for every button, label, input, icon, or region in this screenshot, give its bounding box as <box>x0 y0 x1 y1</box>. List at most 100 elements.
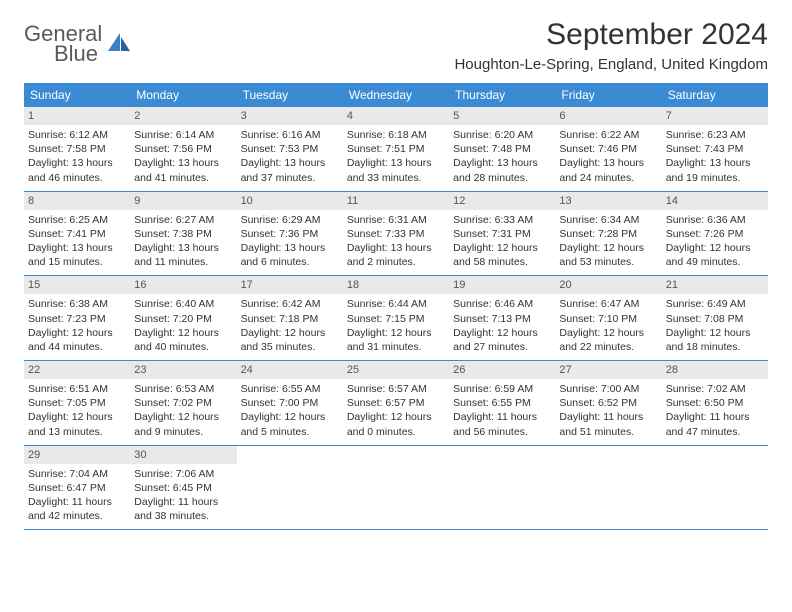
day-info-line: Daylight: 12 hours <box>347 410 445 424</box>
weekday-label: Saturday <box>662 83 768 107</box>
day-info-line: Sunrise: 6:49 AM <box>666 297 764 311</box>
day-cell: 28Sunrise: 7:02 AMSunset: 6:50 PMDayligh… <box>662 361 768 445</box>
day-info-line: Sunrise: 6:38 AM <box>28 297 126 311</box>
day-number: 5 <box>449 107 555 125</box>
day-cell: 3Sunrise: 6:16 AMSunset: 7:53 PMDaylight… <box>237 107 343 191</box>
day-number: 26 <box>449 361 555 379</box>
day-info-line: Daylight: 13 hours <box>134 241 232 255</box>
day-info-line: Daylight: 13 hours <box>28 156 126 170</box>
day-info-line: Daylight: 13 hours <box>666 156 764 170</box>
day-info-line: Daylight: 12 hours <box>559 241 657 255</box>
day-info-line: and 15 minutes. <box>28 255 126 269</box>
day-cell: 2Sunrise: 6:14 AMSunset: 7:56 PMDaylight… <box>130 107 236 191</box>
day-info-line: Sunset: 7:43 PM <box>666 142 764 156</box>
day-cell: 17Sunrise: 6:42 AMSunset: 7:18 PMDayligh… <box>237 276 343 360</box>
day-cell <box>662 446 768 530</box>
day-cell: 9Sunrise: 6:27 AMSunset: 7:38 PMDaylight… <box>130 192 236 276</box>
day-cell: 25Sunrise: 6:57 AMSunset: 6:57 PMDayligh… <box>343 361 449 445</box>
day-cell <box>237 446 343 530</box>
day-info-line: Sunset: 7:26 PM <box>666 227 764 241</box>
day-info-line: Sunrise: 6:31 AM <box>347 213 445 227</box>
day-info-line: and 58 minutes. <box>453 255 551 269</box>
weekday-label: Wednesday <box>343 83 449 107</box>
weekday-label: Friday <box>555 83 661 107</box>
day-info-line: and 53 minutes. <box>559 255 657 269</box>
day-cell: 8Sunrise: 6:25 AMSunset: 7:41 PMDaylight… <box>24 192 130 276</box>
day-info-line: Sunset: 7:20 PM <box>134 312 232 326</box>
day-info-line: Sunrise: 6:27 AM <box>134 213 232 227</box>
day-info-line: Daylight: 12 hours <box>241 326 339 340</box>
day-info-line: Sunrise: 6:22 AM <box>559 128 657 142</box>
day-info-line: and 33 minutes. <box>347 171 445 185</box>
title-block: September 2024 Houghton-Le-Spring, Engla… <box>454 18 768 73</box>
day-info-line: and 6 minutes. <box>241 255 339 269</box>
day-number: 6 <box>555 107 661 125</box>
day-info-line: Sunrise: 6:51 AM <box>28 382 126 396</box>
day-number: 16 <box>130 276 236 294</box>
day-info-line: and 9 minutes. <box>134 425 232 439</box>
day-cell: 10Sunrise: 6:29 AMSunset: 7:36 PMDayligh… <box>237 192 343 276</box>
day-info-line: Sunset: 7:46 PM <box>559 142 657 156</box>
day-cell: 26Sunrise: 6:59 AMSunset: 6:55 PMDayligh… <box>449 361 555 445</box>
day-info-line: and 19 minutes. <box>666 171 764 185</box>
day-info-line: and 51 minutes. <box>559 425 657 439</box>
logo-text-2: Blue <box>54 44 102 64</box>
day-info-line: and 41 minutes. <box>134 171 232 185</box>
weekday-header: SundayMondayTuesdayWednesdayThursdayFrid… <box>24 83 768 107</box>
day-info-line: Sunset: 7:02 PM <box>134 396 232 410</box>
day-info-line: Sunset: 6:50 PM <box>666 396 764 410</box>
day-info-line: and 18 minutes. <box>666 340 764 354</box>
day-info-line: Daylight: 13 hours <box>453 156 551 170</box>
day-number: 21 <box>662 276 768 294</box>
day-info-line: Daylight: 13 hours <box>28 241 126 255</box>
day-info-line: and 31 minutes. <box>347 340 445 354</box>
day-info-line: Sunrise: 6:34 AM <box>559 213 657 227</box>
day-info-line: Daylight: 12 hours <box>134 326 232 340</box>
weekday-label: Sunday <box>24 83 130 107</box>
day-info-line: Daylight: 13 hours <box>347 241 445 255</box>
day-info-line: Sunset: 7:38 PM <box>134 227 232 241</box>
day-info-line: Sunset: 6:57 PM <box>347 396 445 410</box>
day-info-line: Daylight: 11 hours <box>559 410 657 424</box>
day-cell: 21Sunrise: 6:49 AMSunset: 7:08 PMDayligh… <box>662 276 768 360</box>
day-info-line: Sunset: 7:18 PM <box>241 312 339 326</box>
logo: General Blue <box>24 24 132 64</box>
day-info-line: Daylight: 12 hours <box>28 326 126 340</box>
day-info-line: and 2 minutes. <box>347 255 445 269</box>
week-row: 29Sunrise: 7:04 AMSunset: 6:47 PMDayligh… <box>24 446 768 531</box>
day-info-line: Daylight: 11 hours <box>666 410 764 424</box>
day-info-line: Sunrise: 7:04 AM <box>28 467 126 481</box>
day-info-line: Daylight: 13 hours <box>134 156 232 170</box>
day-info-line: and 38 minutes. <box>134 509 232 523</box>
week-row: 15Sunrise: 6:38 AMSunset: 7:23 PMDayligh… <box>24 276 768 361</box>
week-row: 1Sunrise: 6:12 AMSunset: 7:58 PMDaylight… <box>24 107 768 192</box>
month-title: September 2024 <box>454 18 768 52</box>
day-info-line: Sunrise: 6:16 AM <box>241 128 339 142</box>
day-info-line: Daylight: 12 hours <box>559 326 657 340</box>
day-info-line: Daylight: 12 hours <box>666 326 764 340</box>
day-info-line: Daylight: 11 hours <box>134 495 232 509</box>
day-cell: 27Sunrise: 7:00 AMSunset: 6:52 PMDayligh… <box>555 361 661 445</box>
day-number: 10 <box>237 192 343 210</box>
day-cell: 20Sunrise: 6:47 AMSunset: 7:10 PMDayligh… <box>555 276 661 360</box>
day-cell: 14Sunrise: 6:36 AMSunset: 7:26 PMDayligh… <box>662 192 768 276</box>
day-info-line: Sunset: 7:15 PM <box>347 312 445 326</box>
day-info-line: Daylight: 12 hours <box>453 241 551 255</box>
day-number: 11 <box>343 192 449 210</box>
day-info-line: and 47 minutes. <box>666 425 764 439</box>
day-info-line: Sunset: 6:45 PM <box>134 481 232 495</box>
day-info-line: and 56 minutes. <box>453 425 551 439</box>
day-number: 22 <box>24 361 130 379</box>
day-cell <box>449 446 555 530</box>
day-info-line: and 44 minutes. <box>28 340 126 354</box>
day-cell: 22Sunrise: 6:51 AMSunset: 7:05 PMDayligh… <box>24 361 130 445</box>
day-info-line: Sunrise: 6:53 AM <box>134 382 232 396</box>
day-info-line: and 13 minutes. <box>28 425 126 439</box>
day-cell: 5Sunrise: 6:20 AMSunset: 7:48 PMDaylight… <box>449 107 555 191</box>
day-info-line: Sunrise: 7:06 AM <box>134 467 232 481</box>
day-info-line: and 0 minutes. <box>347 425 445 439</box>
day-cell: 6Sunrise: 6:22 AMSunset: 7:46 PMDaylight… <box>555 107 661 191</box>
header: General Blue September 2024 Houghton-Le-… <box>24 18 768 73</box>
day-info-line: Sunrise: 6:25 AM <box>28 213 126 227</box>
day-number: 25 <box>343 361 449 379</box>
